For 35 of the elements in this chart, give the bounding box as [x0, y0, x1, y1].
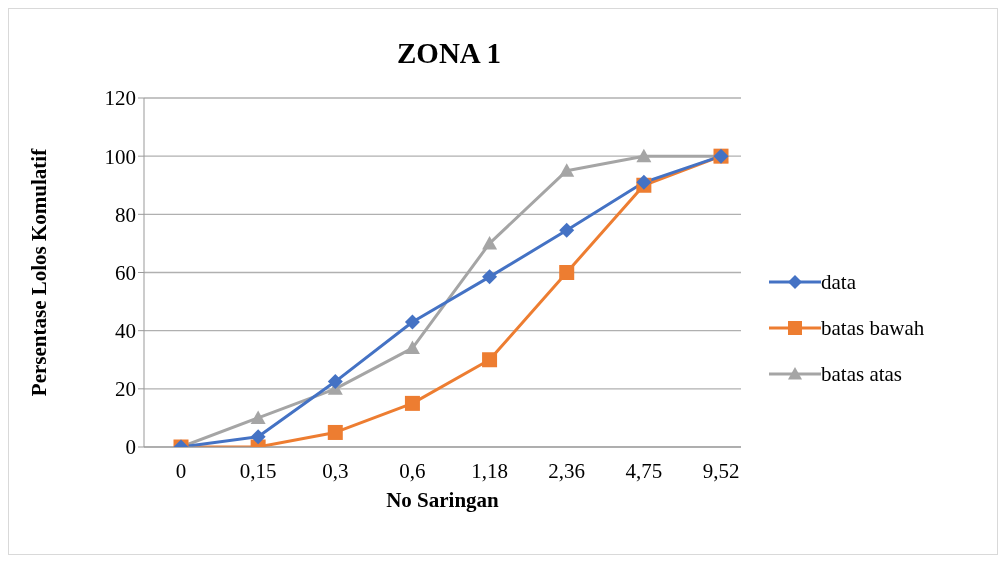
- chart-title: ZONA 1: [396, 37, 502, 70]
- legend-label: data: [821, 269, 856, 296]
- y-tick-label: 60: [115, 260, 136, 285]
- point: [327, 424, 343, 440]
- y-tick-label: 120: [104, 86, 136, 111]
- x-tick-label: 1,18: [471, 458, 508, 483]
- point: [250, 410, 266, 424]
- x-axis-title: No Saringan: [386, 488, 500, 512]
- point: [559, 265, 575, 280]
- y-tick-label: 20: [115, 377, 136, 402]
- x-tick-label: 2,36: [548, 458, 586, 483]
- point: [636, 148, 652, 163]
- point: [327, 374, 343, 390]
- point: [559, 222, 575, 238]
- point: [404, 314, 420, 330]
- y-tick-label: 80: [115, 202, 136, 227]
- y-tick-label: 100: [104, 144, 136, 169]
- x-tick-label: 0: [175, 458, 187, 483]
- point: [404, 340, 420, 355]
- x-tick-label: 0,6: [399, 458, 426, 483]
- x-tick-label: 0,15: [239, 458, 277, 483]
- legend-label: batas atas: [821, 361, 903, 388]
- x-tick-label: 9,52: [702, 458, 740, 483]
- x-tick-label: 4,75: [625, 458, 663, 483]
- y-tick-label: 0: [125, 435, 136, 460]
- point: [482, 269, 498, 285]
- point: [482, 235, 498, 250]
- point: [404, 395, 420, 411]
- point: [559, 163, 575, 177]
- legend-label: batas bawah: [821, 315, 925, 342]
- point: [250, 429, 266, 445]
- x-tick-label: 0,3: [322, 458, 349, 483]
- y-axis-title: Persentase Lolos Komulatif: [27, 147, 52, 397]
- point: [482, 352, 498, 368]
- y-tick-label: 40: [115, 319, 136, 344]
